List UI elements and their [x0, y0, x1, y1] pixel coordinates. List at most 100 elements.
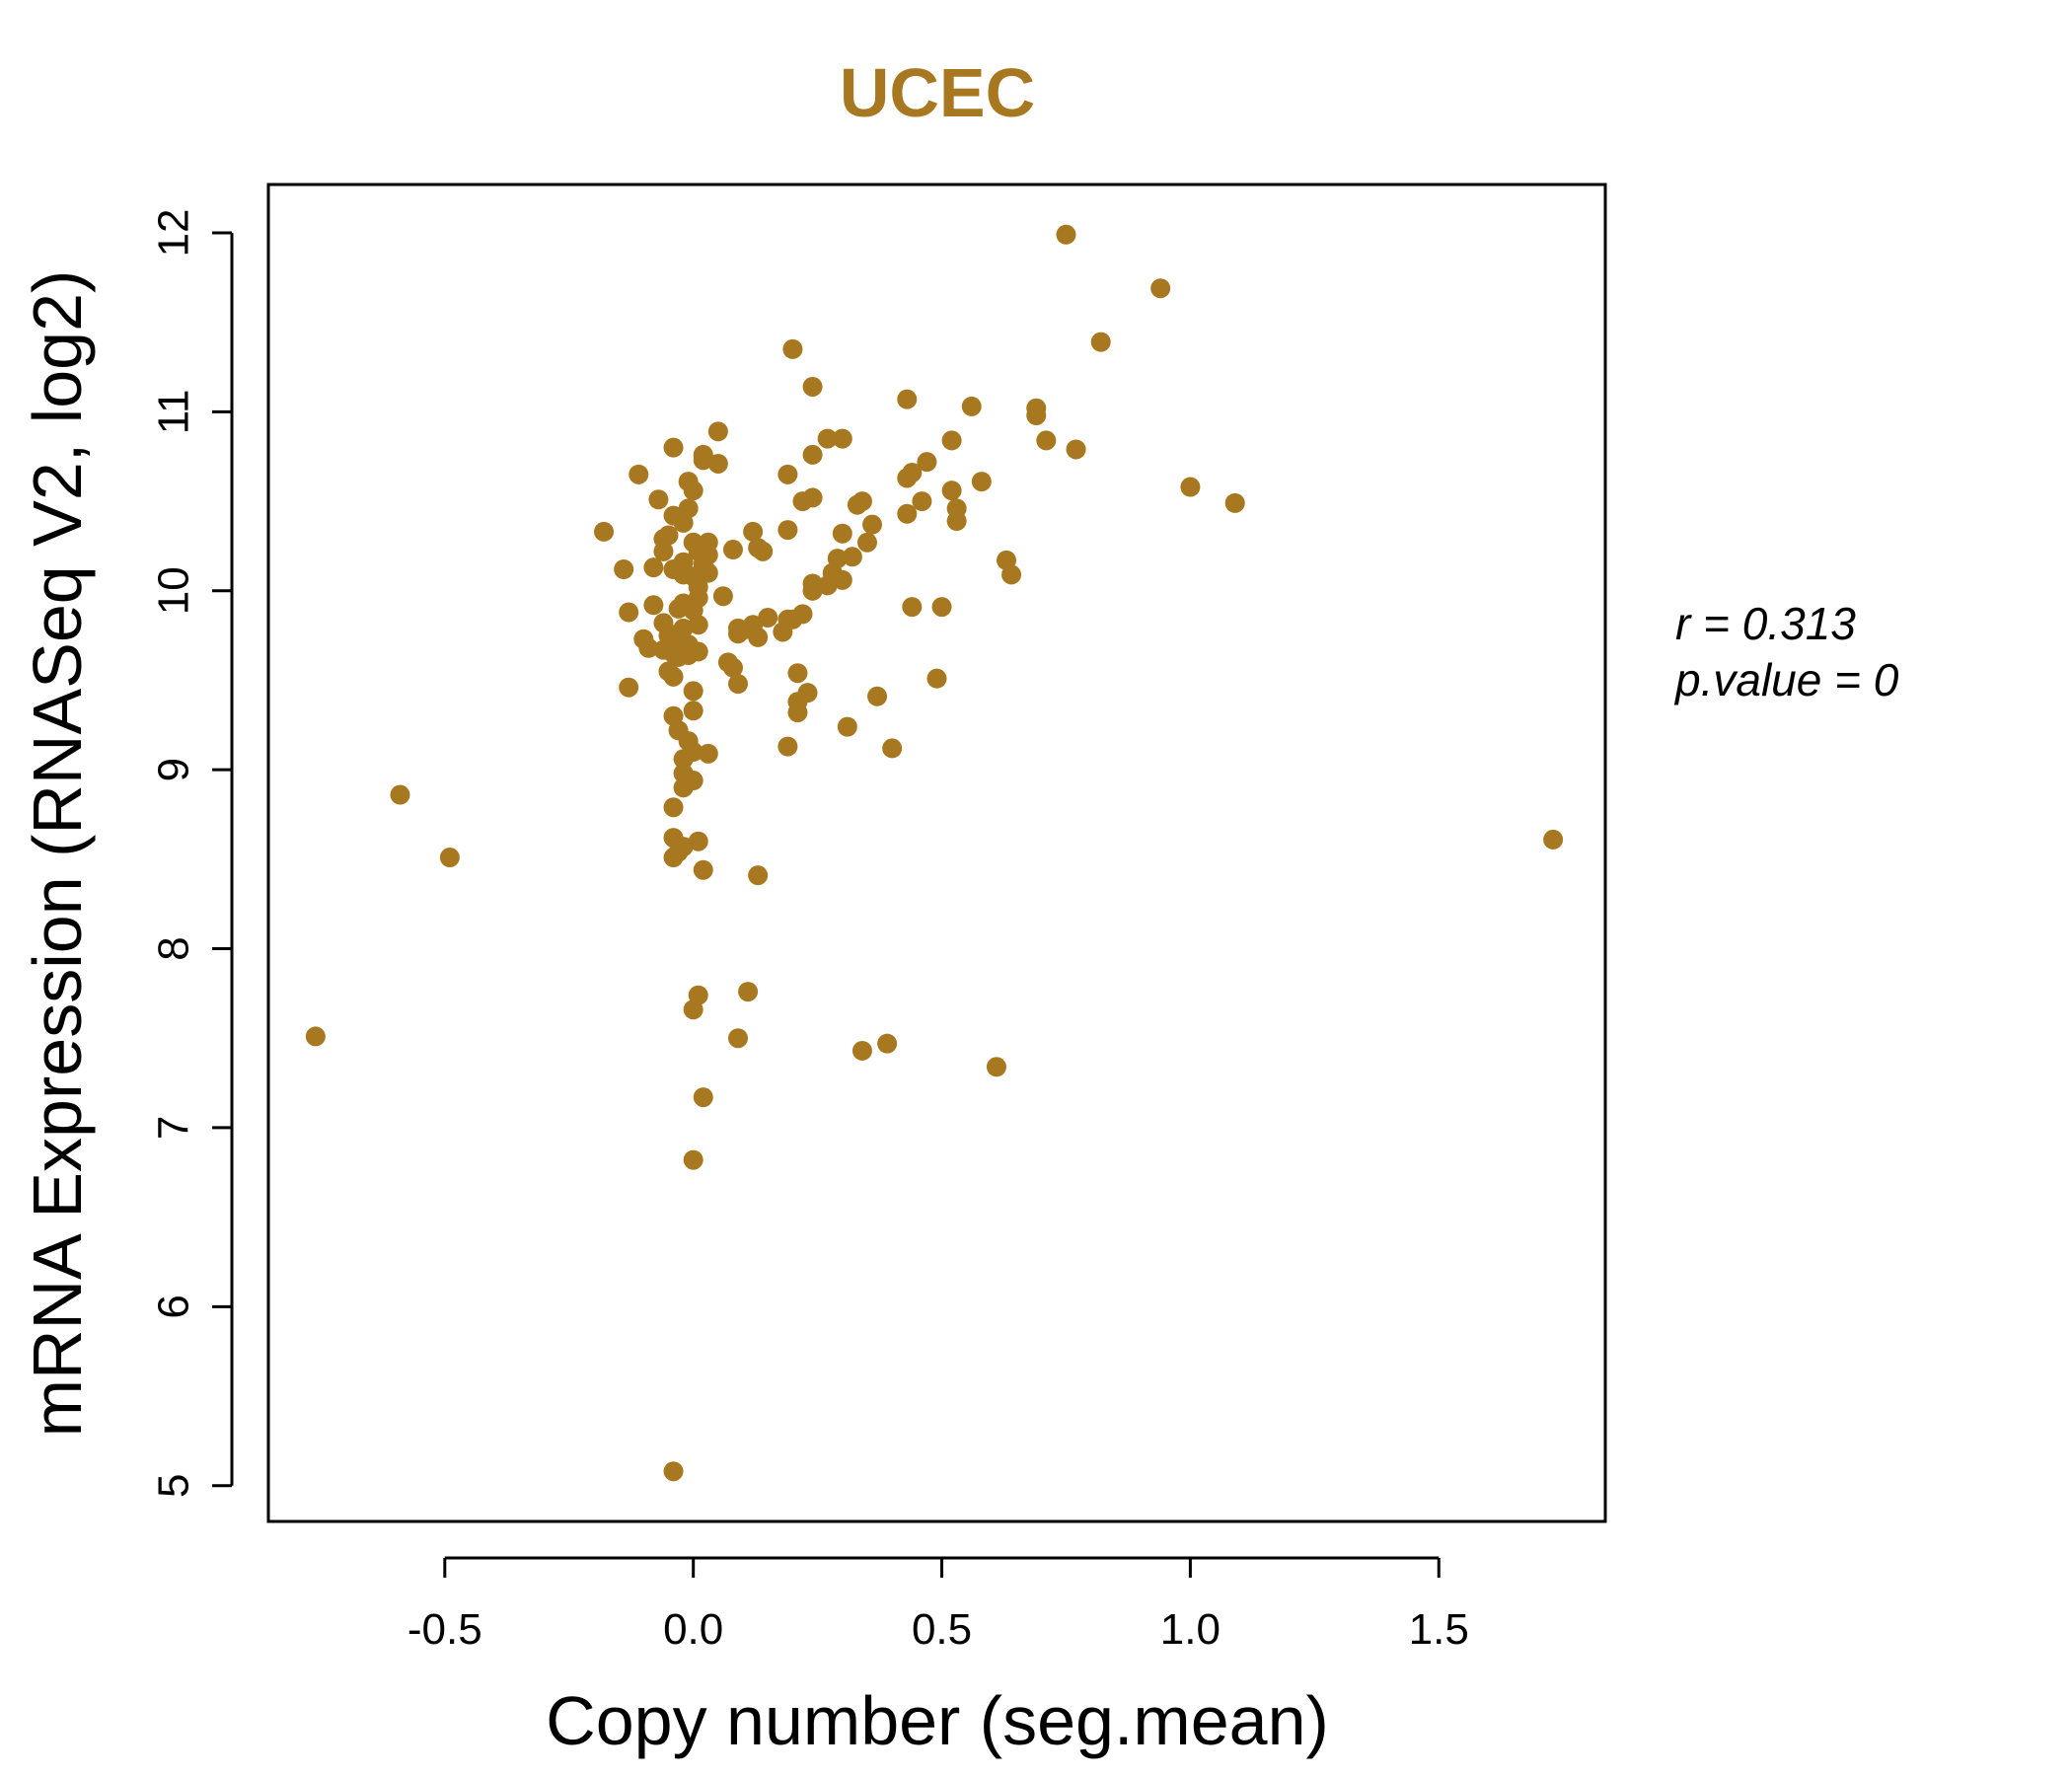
- data-point: [707, 421, 728, 442]
- data-point: [817, 575, 838, 596]
- data-point: [738, 982, 759, 1002]
- y-tick-label: 12: [150, 208, 198, 257]
- data-point: [683, 481, 703, 501]
- data-point: [777, 464, 798, 484]
- data-point: [663, 666, 684, 687]
- p-value-annotation: p.value = 0: [1673, 654, 1899, 705]
- data-point: [693, 859, 713, 880]
- chart-title: UCEC: [840, 54, 1035, 131]
- data-point: [643, 557, 664, 578]
- data-point: [851, 1040, 872, 1061]
- x-tick-label: -0.5: [407, 1605, 482, 1654]
- data-point: [986, 1057, 1006, 1077]
- correlation-annotation: r = 0.313: [1675, 598, 1856, 649]
- data-point: [688, 615, 708, 635]
- data-point: [1066, 439, 1086, 460]
- data-point: [941, 481, 962, 501]
- data-point: [648, 489, 669, 510]
- data-point: [1180, 477, 1201, 497]
- data-point: [773, 622, 793, 642]
- data-point: [629, 464, 649, 484]
- data-point: [619, 677, 639, 698]
- data-point: [897, 468, 918, 488]
- data-point: [728, 624, 749, 644]
- data-point: [912, 491, 932, 512]
- data-point: [832, 428, 852, 449]
- data-point: [1150, 278, 1171, 299]
- data-point: [688, 831, 708, 851]
- data-point: [917, 452, 937, 473]
- data-point: [743, 521, 764, 542]
- data-point: [837, 716, 857, 737]
- data-point: [897, 389, 918, 409]
- data-point: [777, 736, 798, 757]
- x-tick-label: 1.5: [1409, 1605, 1469, 1654]
- data-point: [663, 848, 684, 868]
- data-point: [758, 607, 778, 628]
- y-tick-label: 5: [150, 1473, 198, 1497]
- data-point: [897, 503, 918, 524]
- data-point: [698, 562, 718, 583]
- data-point: [753, 541, 774, 561]
- data-point: [971, 472, 992, 492]
- x-tick-label: 1.0: [1160, 1605, 1221, 1654]
- data-point: [722, 540, 743, 560]
- data-point: [782, 338, 803, 359]
- data-point: [683, 701, 703, 721]
- x-axis-title: Copy number (seg.mean): [546, 1682, 1329, 1759]
- data-point: [663, 797, 684, 818]
- y-axis-title: mRNA Expression (RNASeq V2, log2): [19, 270, 96, 1438]
- data-point: [926, 668, 947, 689]
- data-point: [832, 569, 852, 590]
- data-point: [683, 1149, 703, 1170]
- data-point: [663, 437, 684, 458]
- data-point: [614, 558, 634, 579]
- y-tick-label: 11: [150, 390, 198, 435]
- x-axis: -0.5 0.0 0.5 1.0 1.5: [407, 1556, 1469, 1654]
- data-point: [1224, 492, 1245, 513]
- x-tick-label: 0.5: [912, 1605, 972, 1654]
- y-tick-label: 7: [150, 1116, 198, 1140]
- data-point: [668, 598, 689, 619]
- data-point: [931, 597, 952, 618]
- data-point: [867, 686, 888, 706]
- data-point: [390, 784, 410, 805]
- data-point: [802, 444, 823, 465]
- data-point: [847, 494, 867, 515]
- data-point: [862, 514, 883, 535]
- data-point: [305, 1026, 326, 1047]
- y-tick-label: 9: [150, 758, 198, 781]
- data-point: [683, 681, 703, 702]
- data-point: [792, 491, 813, 512]
- y-axis: 5 6 7 8 9 10 11 12: [150, 208, 234, 1498]
- data-point: [712, 586, 733, 607]
- data-point: [668, 646, 689, 667]
- data-point: [683, 999, 703, 1020]
- data-point: [1543, 829, 1564, 850]
- data-point: [748, 627, 769, 647]
- data-point: [1001, 564, 1022, 585]
- y-tick-label: 8: [150, 936, 198, 960]
- data-point: [777, 520, 798, 541]
- data-point: [1056, 224, 1076, 245]
- y-tick-label: 6: [150, 1295, 198, 1318]
- data-point: [882, 738, 903, 759]
- data-point: [722, 657, 743, 678]
- data-point: [946, 511, 967, 532]
- data-point: [728, 1028, 749, 1049]
- data-point: [1026, 405, 1047, 425]
- data-point: [802, 376, 823, 397]
- data-point: [439, 848, 460, 868]
- data-point: [594, 521, 615, 542]
- data-point: [663, 1461, 684, 1482]
- data-point: [707, 453, 728, 474]
- data-point: [856, 532, 877, 553]
- y-tick-label: 10: [150, 566, 198, 615]
- data-point: [842, 547, 862, 567]
- data-point: [1090, 332, 1111, 352]
- data-point: [619, 602, 639, 623]
- data-point: [902, 597, 923, 618]
- data-point: [832, 523, 852, 544]
- data-point: [787, 663, 808, 684]
- data-point: [673, 777, 694, 798]
